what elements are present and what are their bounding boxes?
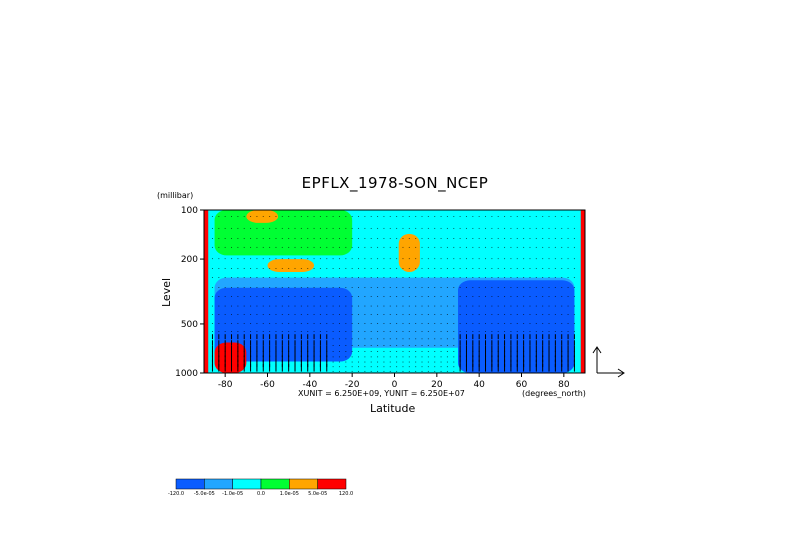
colorbar-label: 120.0 — [339, 491, 353, 497]
north-pole-band — [580, 210, 585, 373]
chart-title: EPFLX_1978-SON_NCEP — [301, 174, 489, 192]
ep-flux-vectors — [211, 216, 575, 372]
colorbar: -120.0 -5.0e-05 -1.0e-05 0.0 1.0e-05 5.0e-05 1… — [168, 478, 353, 497]
colorbar-swatch — [232, 478, 262, 490]
colorbar-swatch — [175, 478, 205, 490]
field-region-strong-negative — [214, 287, 353, 362]
x-axis-label: Latitude — [370, 402, 416, 415]
y-tick-label: 200 — [181, 255, 198, 265]
x-tick-label: 0 — [392, 380, 398, 390]
field-region-strong-positive — [214, 342, 247, 373]
x-units-label: (degrees_north) — [522, 389, 586, 398]
colorbar-label: 0.0 — [257, 491, 265, 497]
colorbar-label: -120.0 — [168, 491, 184, 497]
y-units-label: (millibar) — [157, 191, 194, 200]
x-tick-label: -80 — [218, 380, 233, 390]
y-tick-label: 1000 — [175, 369, 198, 379]
colorbar-label: 1.0e-05 — [280, 491, 299, 497]
y-tick-label: 100 — [181, 206, 198, 216]
colorbar-swatch — [260, 478, 290, 490]
field-region-strong-positive — [246, 210, 279, 223]
field-region-strong-negative — [458, 280, 575, 373]
vector-unit-note: XUNIT = 6.250E+09, YUNIT = 6.250E+07 — [298, 389, 465, 398]
colorbar-label: -1.0e-05 — [222, 491, 243, 497]
vector-scale-arrows — [592, 346, 625, 378]
field-region-positive — [214, 210, 353, 256]
field-region-strong-positive — [398, 233, 420, 272]
y-tick-label: 500 — [181, 320, 198, 330]
x-tick-label: -20 — [345, 380, 360, 390]
colorbar-label: -5.0e-05 — [194, 491, 215, 497]
x-tick-label: -40 — [302, 380, 317, 390]
colorbar-swatch — [204, 478, 233, 490]
y-ticks: 100 200 500 1000 — [175, 206, 204, 379]
contour-field — [204, 210, 585, 373]
x-tick-label: 40 — [473, 380, 485, 390]
colorbar-swatch — [317, 478, 347, 490]
colorbar-swatch — [289, 478, 318, 490]
x-ticks: -80 -60 -40 -20 0 20 40 60 80 — [218, 373, 570, 390]
x-tick-label: 80 — [558, 380, 570, 390]
south-pole-band — [204, 210, 209, 373]
x-tick-label: 60 — [516, 380, 528, 390]
colorbar-label: 5.0e-05 — [308, 491, 327, 497]
x-tick-label: 20 — [431, 380, 443, 390]
x-tick-label: -60 — [260, 380, 275, 390]
field-region-strong-positive — [267, 259, 315, 272]
